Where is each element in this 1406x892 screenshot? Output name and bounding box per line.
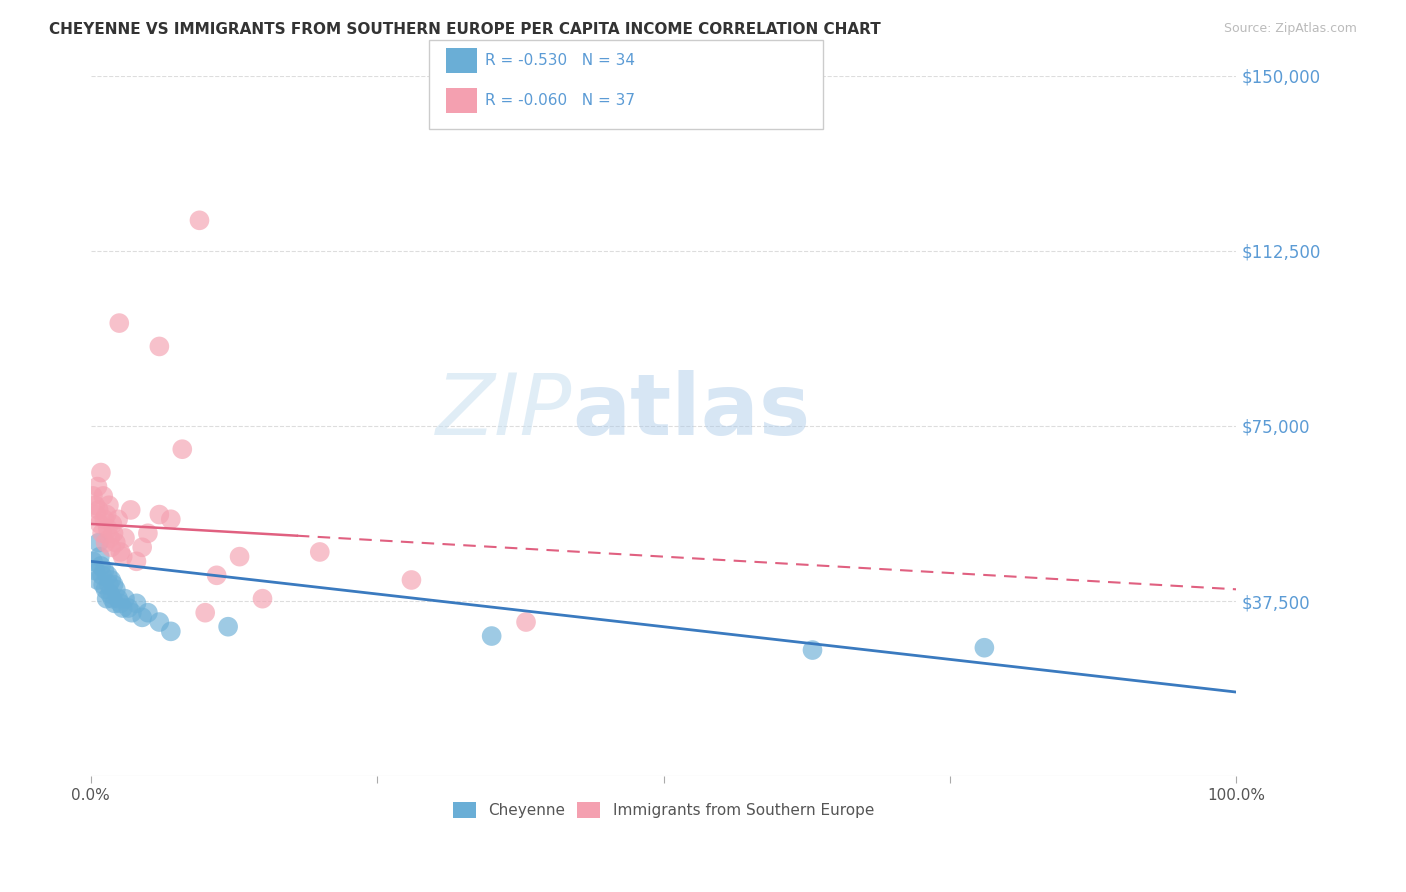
Point bbox=[308, 545, 330, 559]
Point bbox=[217, 620, 239, 634]
Point bbox=[973, 640, 995, 655]
Point bbox=[104, 582, 127, 597]
Point bbox=[82, 554, 104, 568]
Point bbox=[97, 577, 120, 591]
Point bbox=[252, 591, 274, 606]
Point bbox=[188, 213, 211, 227]
Point bbox=[107, 591, 129, 606]
Point bbox=[401, 573, 423, 587]
Point bbox=[97, 568, 120, 582]
Point bbox=[91, 568, 114, 582]
Point bbox=[114, 531, 136, 545]
Point bbox=[98, 531, 121, 545]
Text: atlas: atlas bbox=[572, 370, 810, 453]
Point bbox=[136, 526, 159, 541]
Point bbox=[91, 577, 114, 591]
Point bbox=[98, 587, 121, 601]
Point bbox=[100, 573, 122, 587]
Legend: Cheyenne, Immigrants from Southern Europe: Cheyenne, Immigrants from Southern Europ… bbox=[447, 797, 880, 824]
Point bbox=[104, 596, 127, 610]
Point bbox=[125, 554, 148, 568]
Point bbox=[110, 596, 132, 610]
Text: R = -0.530   N = 34: R = -0.530 N = 34 bbox=[485, 54, 636, 68]
Point bbox=[103, 526, 125, 541]
Point bbox=[481, 629, 503, 643]
Point bbox=[148, 339, 170, 353]
Point bbox=[108, 316, 131, 330]
Point bbox=[117, 601, 139, 615]
Point bbox=[801, 643, 824, 657]
Point bbox=[515, 615, 537, 629]
Point bbox=[90, 559, 112, 574]
Point bbox=[86, 479, 108, 493]
Point bbox=[148, 615, 170, 629]
Point bbox=[205, 568, 228, 582]
Point bbox=[90, 466, 112, 480]
Point bbox=[121, 606, 143, 620]
Point bbox=[125, 596, 148, 610]
Point bbox=[93, 564, 115, 578]
Point bbox=[159, 512, 181, 526]
Point bbox=[111, 601, 134, 615]
Point bbox=[228, 549, 250, 564]
Point bbox=[111, 549, 134, 564]
Point bbox=[107, 512, 129, 526]
Point bbox=[91, 526, 114, 541]
Point bbox=[136, 606, 159, 620]
Point bbox=[101, 591, 124, 606]
Point bbox=[131, 541, 153, 555]
Point bbox=[82, 489, 104, 503]
Point bbox=[104, 535, 127, 549]
Point bbox=[89, 516, 111, 531]
Text: ZIP: ZIP bbox=[436, 370, 572, 453]
Point bbox=[86, 573, 108, 587]
Point bbox=[114, 591, 136, 606]
Point bbox=[89, 549, 111, 564]
Point bbox=[84, 498, 107, 512]
Point bbox=[97, 498, 120, 512]
Point bbox=[87, 503, 110, 517]
Point bbox=[96, 591, 118, 606]
Point bbox=[84, 564, 107, 578]
Point bbox=[86, 508, 108, 522]
Point bbox=[101, 516, 124, 531]
Text: Source: ZipAtlas.com: Source: ZipAtlas.com bbox=[1223, 22, 1357, 36]
Point bbox=[93, 512, 115, 526]
Point bbox=[120, 503, 142, 517]
Point bbox=[100, 541, 122, 555]
Point bbox=[172, 442, 194, 457]
Point bbox=[94, 535, 117, 549]
Point bbox=[97, 522, 120, 536]
Point bbox=[96, 508, 118, 522]
Point bbox=[110, 545, 132, 559]
Point bbox=[159, 624, 181, 639]
Point bbox=[194, 606, 217, 620]
Point bbox=[91, 489, 114, 503]
Text: R = -0.060   N = 37: R = -0.060 N = 37 bbox=[485, 94, 636, 108]
Text: CHEYENNE VS IMMIGRANTS FROM SOUTHERN EUROPE PER CAPITA INCOME CORRELATION CHART: CHEYENNE VS IMMIGRANTS FROM SOUTHERN EUR… bbox=[49, 22, 882, 37]
Point bbox=[131, 610, 153, 624]
Point bbox=[87, 535, 110, 549]
Point bbox=[94, 582, 117, 597]
Point bbox=[148, 508, 170, 522]
Point bbox=[103, 577, 125, 591]
